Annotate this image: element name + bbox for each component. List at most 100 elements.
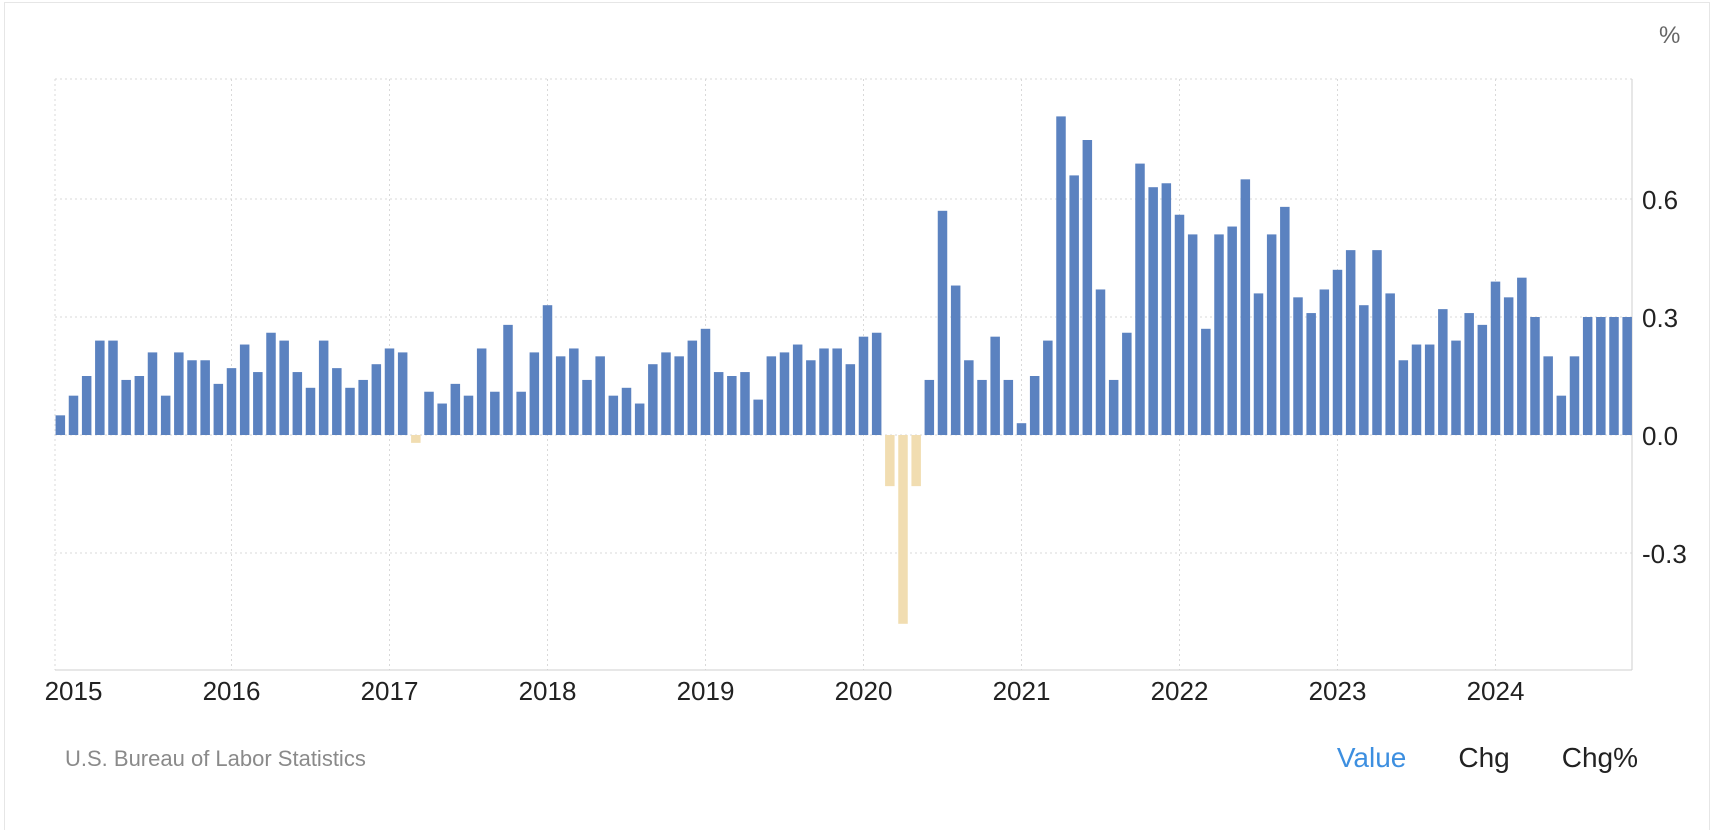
bar — [292, 372, 303, 435]
bar — [1372, 250, 1382, 435]
bar — [1464, 313, 1474, 435]
bar — [740, 372, 750, 435]
bar — [779, 352, 790, 435]
bar — [266, 332, 276, 435]
bar — [713, 372, 724, 435]
bar — [318, 340, 329, 435]
bar — [1135, 163, 1145, 435]
bar — [1556, 395, 1567, 435]
bar — [1451, 340, 1461, 435]
x-tick-label: 2022 — [1151, 676, 1209, 706]
bar — [832, 348, 842, 435]
tab-value[interactable]: Value — [1336, 742, 1407, 773]
bar — [700, 328, 711, 435]
x-tick-label: 2018 — [519, 676, 577, 706]
bar — [1280, 206, 1290, 435]
bar — [437, 403, 447, 435]
unit-label: % — [1659, 22, 1681, 49]
bar — [384, 348, 395, 435]
bar — [727, 376, 737, 435]
bar — [1345, 250, 1356, 435]
bar — [621, 387, 632, 435]
bar — [1596, 317, 1606, 435]
bar — [450, 383, 461, 435]
bar — [463, 395, 474, 435]
bar — [1411, 344, 1422, 435]
bar — [68, 395, 79, 435]
bar — [1622, 317, 1632, 435]
bar — [924, 379, 935, 435]
bar — [121, 379, 131, 435]
bar — [1517, 277, 1527, 435]
bar — [1293, 297, 1303, 435]
y-tick-label: 0.6 — [1642, 185, 1678, 215]
bar — [634, 403, 645, 435]
bar — [582, 379, 592, 435]
bar — [1438, 309, 1448, 435]
bar — [911, 435, 921, 487]
bar — [1148, 187, 1158, 435]
x-tick-label: 2024 — [1467, 676, 1525, 706]
bar — [1332, 269, 1343, 435]
bar — [1266, 234, 1277, 435]
tab-chg-percent[interactable]: Chg% — [1561, 742, 1638, 773]
bar — [1424, 344, 1435, 435]
bar — [108, 340, 118, 435]
x-tick-label: 2020 — [835, 676, 893, 706]
bar — [964, 360, 974, 435]
bar — [529, 352, 540, 435]
bar — [687, 340, 698, 435]
bar — [1069, 175, 1079, 435]
bar — [332, 368, 342, 435]
bar — [792, 344, 803, 435]
tab-chg[interactable]: Chg — [1458, 742, 1510, 773]
x-tick-label: 2023 — [1309, 676, 1367, 706]
bar — [1543, 356, 1553, 435]
y-tick-label: 0.0 — [1642, 421, 1678, 451]
bar — [595, 356, 605, 435]
bar — [253, 372, 263, 435]
bar — [160, 395, 171, 435]
bar — [806, 360, 816, 435]
bar — [648, 364, 658, 435]
chart-frame — [4, 2, 1710, 830]
bar — [1569, 356, 1580, 435]
bar — [1240, 179, 1251, 435]
bar — [1530, 317, 1540, 435]
bar — [1095, 289, 1106, 435]
bar — [371, 364, 382, 435]
bar — [819, 348, 829, 435]
bar — [476, 348, 487, 435]
x-tick-label: 2016 — [203, 676, 261, 706]
bar — [555, 356, 566, 435]
bar — [661, 352, 671, 435]
bar — [1174, 214, 1185, 435]
bar — [1359, 305, 1369, 435]
bar — [358, 379, 368, 435]
bar — [1161, 183, 1172, 435]
bar — [1122, 332, 1132, 435]
bar — [239, 344, 250, 435]
bar — [95, 340, 105, 435]
y-tick-label: -0.3 — [1642, 539, 1687, 569]
bar — [1609, 317, 1619, 435]
bar — [345, 387, 355, 435]
bar — [990, 336, 1000, 435]
bar — [1029, 376, 1040, 435]
bar — [542, 305, 553, 435]
bar — [226, 368, 237, 435]
bar — [1253, 293, 1264, 435]
bar — [1490, 281, 1501, 435]
bar — [1082, 140, 1093, 435]
bar — [134, 376, 145, 435]
bar — [1201, 328, 1211, 435]
source-label: U.S. Bureau of Labor Statistics — [65, 746, 366, 771]
bar — [608, 395, 619, 435]
bar — [200, 360, 210, 435]
bar — [147, 352, 158, 435]
bar — [279, 340, 289, 435]
bar — [397, 352, 408, 435]
bar — [213, 383, 224, 435]
bar — [187, 360, 197, 435]
